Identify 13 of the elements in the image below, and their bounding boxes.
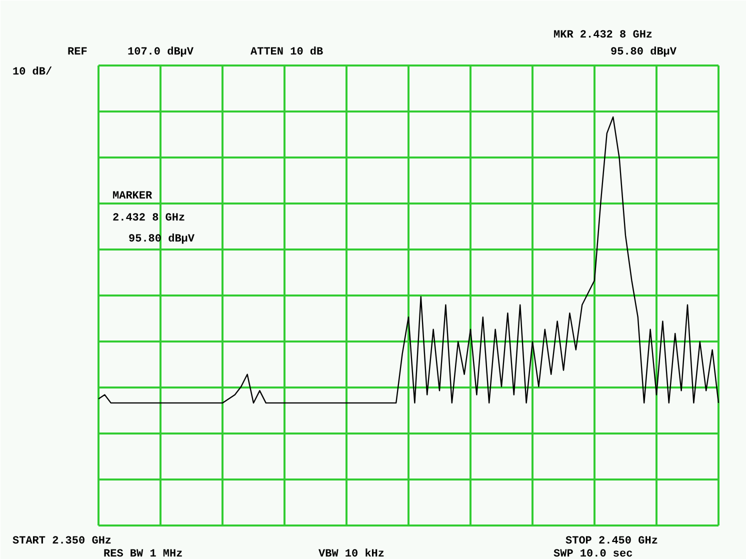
text: 107.0 dBµV — [128, 46, 194, 58]
text: VBW 10 kHz — [318, 548, 385, 559]
text: RES BW 1 MHz — [104, 548, 183, 559]
text: REF — [68, 46, 88, 58]
text: STOP 2.450 GHz — [566, 536, 658, 548]
annotation: MARKER — [112, 190, 153, 202]
text: SWP 10.0 sec — [554, 548, 633, 559]
text: ATTEN 10 dB — [250, 46, 324, 58]
text: MKR 2.432 8 GHz — [554, 30, 653, 42]
annotation: 2.432 8 GHz — [112, 212, 186, 224]
text: START 2.350 GHz — [12, 536, 112, 548]
text: 95.80 dBµV — [610, 46, 677, 58]
text: 10 dB/ — [12, 66, 53, 78]
